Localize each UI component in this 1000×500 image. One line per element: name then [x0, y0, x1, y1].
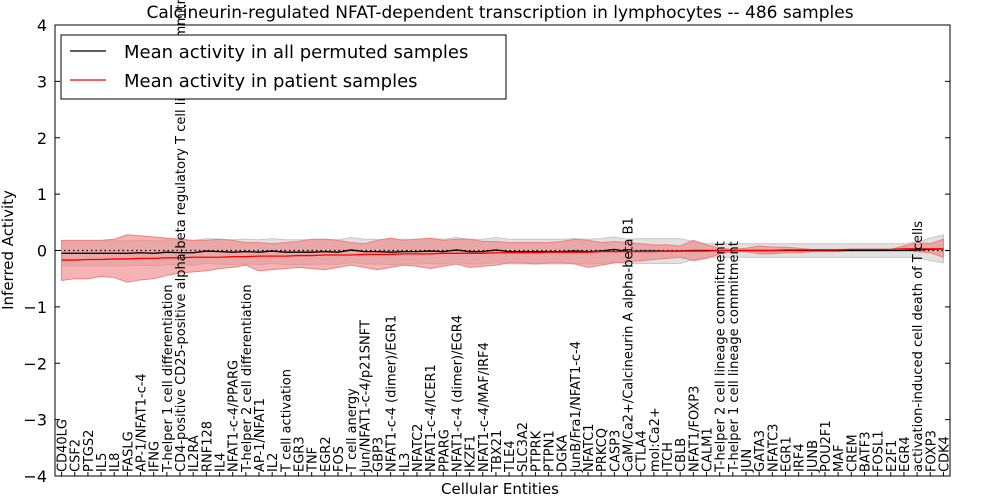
x-tick-label: IL5 [95, 453, 110, 472]
x-tick-label: IKZF1 [464, 435, 479, 472]
x-tick-label: CTLA4 [635, 430, 650, 472]
x-tick-label: SLC3A2 [516, 422, 531, 472]
y-tick-label: −3 [23, 411, 47, 430]
x-tick-label: MAF [832, 444, 847, 472]
x-tick-label: E2F1 [885, 440, 900, 472]
x-tick-label: NFATC2 [411, 424, 426, 472]
x-tick-label: EGR1 [779, 436, 794, 472]
y-tick-label: 1 [37, 185, 47, 204]
x-tick-label: CDK4 [937, 436, 952, 472]
x-tick-label: IFNG [148, 441, 163, 472]
x-tick-label: IL3 [398, 453, 413, 472]
confidence-band-patient [61, 234, 944, 283]
x-tick-label: IL8 [108, 453, 123, 472]
x-tick-label: T-helper 1 cell lineage commitment [727, 241, 742, 473]
x-tick-label: RNF128 [200, 421, 215, 472]
x-tick-label: TBX21 [490, 430, 505, 473]
x-tick-label: POU2F1 [819, 420, 834, 472]
x-tick-label: PTPN1 [543, 430, 558, 472]
x-tick-label: T-helper 2 cell differentiation [240, 284, 255, 473]
x-tick-label: NFAT1-c-4/ICER1 [424, 364, 439, 472]
x-tick-label: JUNB [806, 440, 821, 473]
x-tick-label: TNF [306, 447, 321, 473]
plot-area [55, 234, 950, 283]
x-tick-label: IL4 [214, 453, 229, 472]
x-tick-label: GATA3 [753, 430, 768, 472]
x-tick-label: FOXP3 [924, 430, 939, 472]
x-tick-label: FASLG [121, 431, 136, 472]
x-tick-label: T-helper 2 cell lineage commitment [714, 241, 729, 473]
x-tick-label: PPARG [437, 429, 452, 472]
y-tick-label: −2 [23, 354, 47, 373]
x-tick-label: CBLB [674, 438, 689, 472]
x-tick-label: CALM1 [701, 427, 716, 472]
x-tick-label: mol:Ca2+ [648, 407, 663, 472]
x-axis-label: Cellular Entities [441, 480, 559, 498]
x-tick-label: NFAT1-c-4/PPARG [227, 360, 242, 472]
y-tick-label: 2 [37, 129, 47, 148]
y-axis-label: Inferred Activity [0, 190, 17, 310]
x-tick-label: CaM/Ca2+/Calcineurin A alpha-beta B1 [622, 217, 637, 472]
x-tick-label: GBP3 [371, 437, 386, 472]
x-tick-label: IL2 [266, 453, 281, 472]
x-tick-label: activation-induced cell death of T cells [911, 221, 926, 472]
x-tick-labels: CD40LGCSF2PTGS2IL5IL8FASLGAP-1/NFAT1-c-4… [56, 0, 953, 473]
x-tick-label: NFAT1-c-4 (dimer)/EGR1 [385, 315, 400, 472]
x-tick-label: PTPRK [529, 430, 544, 472]
y-tick-label: −4 [23, 467, 47, 486]
x-tick-label: NFAT1-c-4 (dimer)/EGR4 [450, 315, 465, 472]
x-tick-label: NFAT1-c-4/MAF/IRF4 [477, 342, 492, 472]
x-tick-label: CASP3 [608, 430, 623, 472]
x-tick-label: FOSL1 [872, 431, 887, 472]
x-tick-label: DGKA [556, 435, 571, 472]
x-tick-label: CD4-positive CD25-positive alpha-beta re… [174, 0, 189, 472]
x-tick-label: IL2RA [187, 435, 202, 472]
legend: Mean activity in all permuted samples Mea… [60, 34, 507, 100]
x-tick-label: AP-1/NFAT1-c-4 [135, 373, 150, 472]
x-tick-label: FOS [332, 446, 347, 472]
x-tick-label: ITCH [661, 442, 676, 472]
series-line-patient [61, 248, 944, 261]
y-tick-label: 3 [37, 72, 47, 91]
x-tick-label: CSF2 [69, 439, 84, 472]
x-tick-label: AP-1/NFAT1 [253, 398, 268, 472]
x-tick-label: CREM [845, 434, 860, 472]
y-tick-label: 4 [37, 16, 47, 35]
x-tick-label: TLE4 [503, 440, 518, 473]
legend-label-patient: Mean activity in patient samples [124, 71, 418, 92]
x-tick-label: EGR2 [319, 436, 334, 472]
x-tick-label: BATF3 [858, 432, 873, 473]
legend-label-permuted: Mean activity in all permuted samples [124, 42, 468, 63]
x-tick-label: PTGS2 [82, 430, 97, 472]
x-tick-label: EGR3 [292, 436, 307, 472]
x-tick-label: IRF4 [793, 443, 808, 472]
legend-box [60, 34, 507, 100]
x-tick-label: NFATC3 [766, 424, 781, 472]
x-tick-label: NFAT1/FOXP3 [687, 386, 702, 472]
chart-title: Calcineurin-regulated NFAT-dependent tra… [146, 3, 853, 23]
x-tick-label: T-helper 1 cell differentiation [161, 284, 176, 473]
y-tick-label: −1 [23, 298, 47, 317]
x-tick-label: T cell activation [279, 369, 294, 473]
x-tick-label: JunB/Fra1/NFAT1-c-4 [569, 341, 584, 473]
x-tick-label: EGR4 [898, 436, 913, 472]
x-tick-label: JUN [740, 449, 755, 473]
x-tick-label: Jun/NFAT1-c-4/p21SNFT [358, 320, 373, 473]
y-tick-label: 0 [37, 242, 47, 261]
x-tick-label: CD40LG [56, 419, 71, 472]
x-tick-label: PRKCQ [595, 428, 610, 472]
x-tick-label: T cell anergy [345, 388, 360, 473]
x-tick-label: NFATC1 [582, 424, 597, 472]
